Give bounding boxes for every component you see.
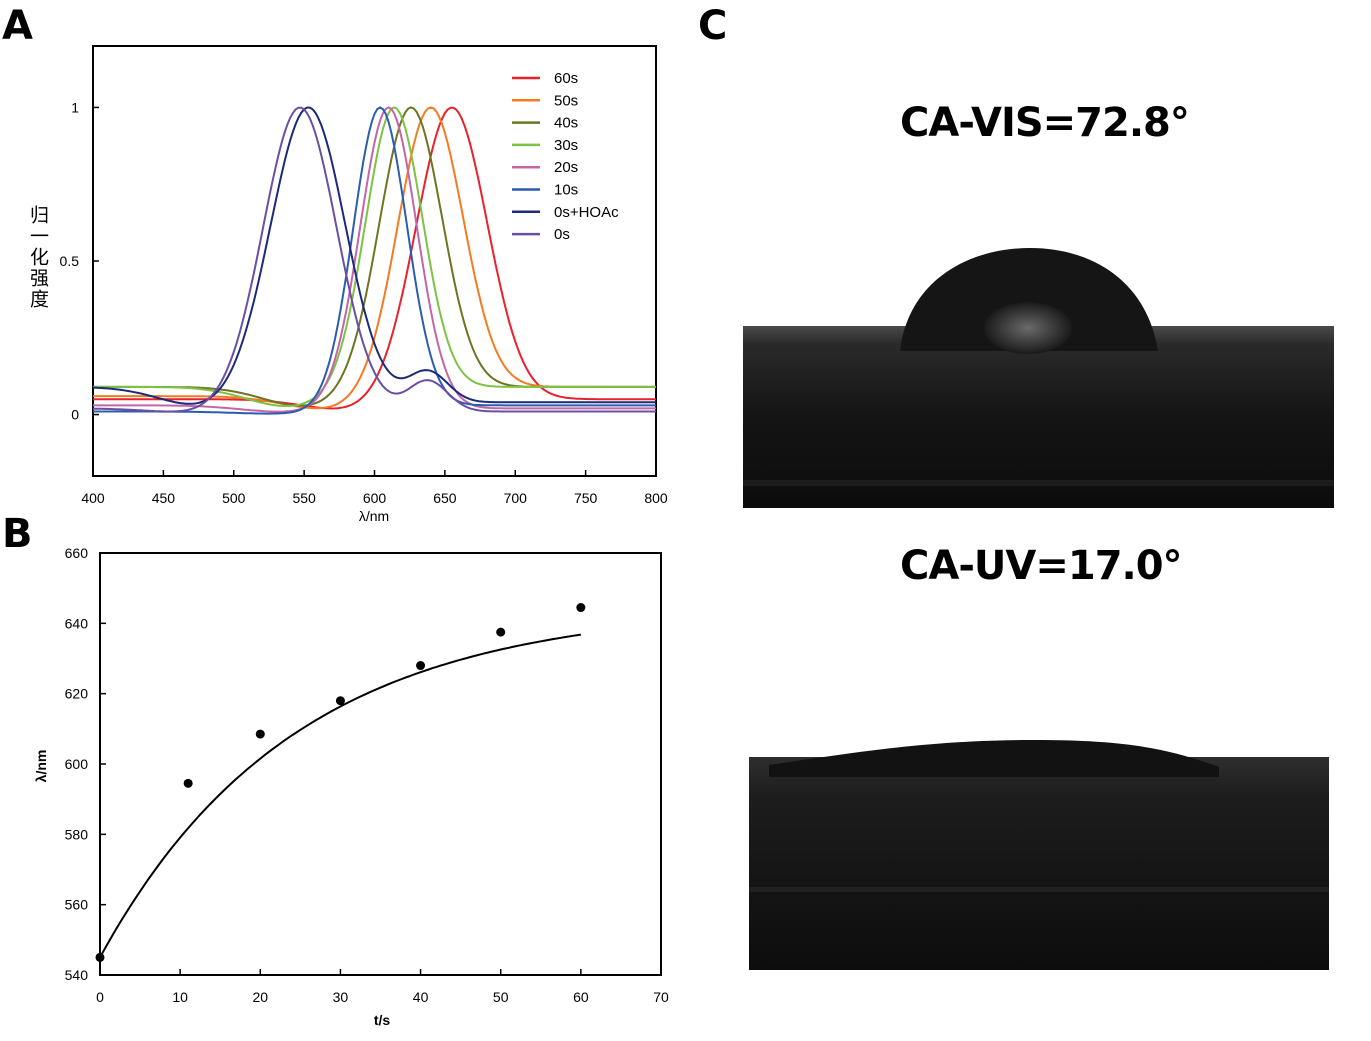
panel-label-a: A <box>2 3 33 49</box>
legend-label: 50s <box>554 92 578 109</box>
series-line-0s-hoac <box>92 106 656 405</box>
x-tick-label: 550 <box>292 490 316 506</box>
x-tick-label: 70 <box>653 989 669 1005</box>
legend-label: 0s <box>554 226 570 243</box>
x-tick-label: 800 <box>644 490 668 506</box>
x-tick-label: 60 <box>573 989 589 1005</box>
kinetics-chart: 0 10 20 30 40 50 60 70 540 560 580 600 620 640 660 t/s… <box>33 545 669 1028</box>
x-tick-label: 20 <box>252 989 268 1005</box>
contact-angle-uv-label: CA-UV=17.0° <box>900 543 1183 589</box>
droplet-photo-visible <box>743 236 1334 508</box>
x-tick-label: 650 <box>433 490 457 506</box>
x-tick-label: 600 <box>363 490 387 506</box>
plot-frame <box>99 552 662 976</box>
y-axis-label: λ/nm <box>33 750 49 783</box>
contact-angle-vis-label: CA-VIS=72.8° <box>900 100 1190 146</box>
spectra-chart: 400 450 500 550 600 650 700 750 800 0 0.5 1 60s 50s 4… <box>60 45 668 524</box>
x-axis-label: λ/nm <box>359 508 389 524</box>
y-tick-label: 0.5 <box>60 253 80 269</box>
x-tick-label: 500 <box>222 490 246 506</box>
series-line-60s <box>93 106 656 410</box>
panel-label-c: C <box>698 3 728 49</box>
data-point <box>335 696 345 706</box>
droplet-uv-image <box>749 740 1329 970</box>
y-tick-label: 580 <box>65 826 89 842</box>
data-point <box>183 778 193 788</box>
x-tick-label: 450 <box>152 490 176 506</box>
panel-label-b: B <box>2 511 33 557</box>
legend-label: 40s <box>554 115 578 132</box>
x-axis-label: t/s <box>374 1012 391 1028</box>
droplet-visible-image <box>743 248 1334 508</box>
y-tick-label: 600 <box>65 756 89 772</box>
legend-label: 0s+HOAc <box>554 204 619 221</box>
y-tick-label: 560 <box>65 897 89 913</box>
legend-label: 30s <box>554 137 578 154</box>
series-line-0s <box>93 106 656 413</box>
x-tick-label: 750 <box>574 490 598 506</box>
data-point <box>496 627 506 637</box>
legend-label: 10s <box>554 182 578 199</box>
x-tick-label: 50 <box>493 989 509 1005</box>
series-line-10s <box>93 106 656 415</box>
series-line-30s <box>93 106 656 407</box>
legend-label: 60s <box>554 70 578 87</box>
data-point <box>416 661 426 671</box>
data-point <box>576 603 586 613</box>
fit-curve <box>99 633 582 958</box>
y-tick-label: 540 <box>65 967 89 983</box>
x-tick-label: 700 <box>504 490 528 506</box>
x-tick-label: 400 <box>81 490 105 506</box>
x-tick-label: 10 <box>172 989 188 1005</box>
y-tick-label: 620 <box>65 686 89 702</box>
x-tick-label: 30 <box>333 989 349 1005</box>
x-tick-label: 0 <box>96 989 104 1005</box>
x-tick-label: 40 <box>413 989 429 1005</box>
y-axis-label: 归一化强度 <box>27 205 49 310</box>
y-tick-label: 660 <box>65 545 89 561</box>
legend-label: 20s <box>554 159 578 176</box>
data-point <box>255 729 265 739</box>
y-tick-label: 0 <box>71 407 79 423</box>
data-point <box>95 952 105 962</box>
droplet-photo-uv <box>749 737 1329 970</box>
y-tick-label: 640 <box>65 615 89 631</box>
series-line-20s <box>93 106 656 413</box>
y-tick-label: 1 <box>71 99 79 115</box>
